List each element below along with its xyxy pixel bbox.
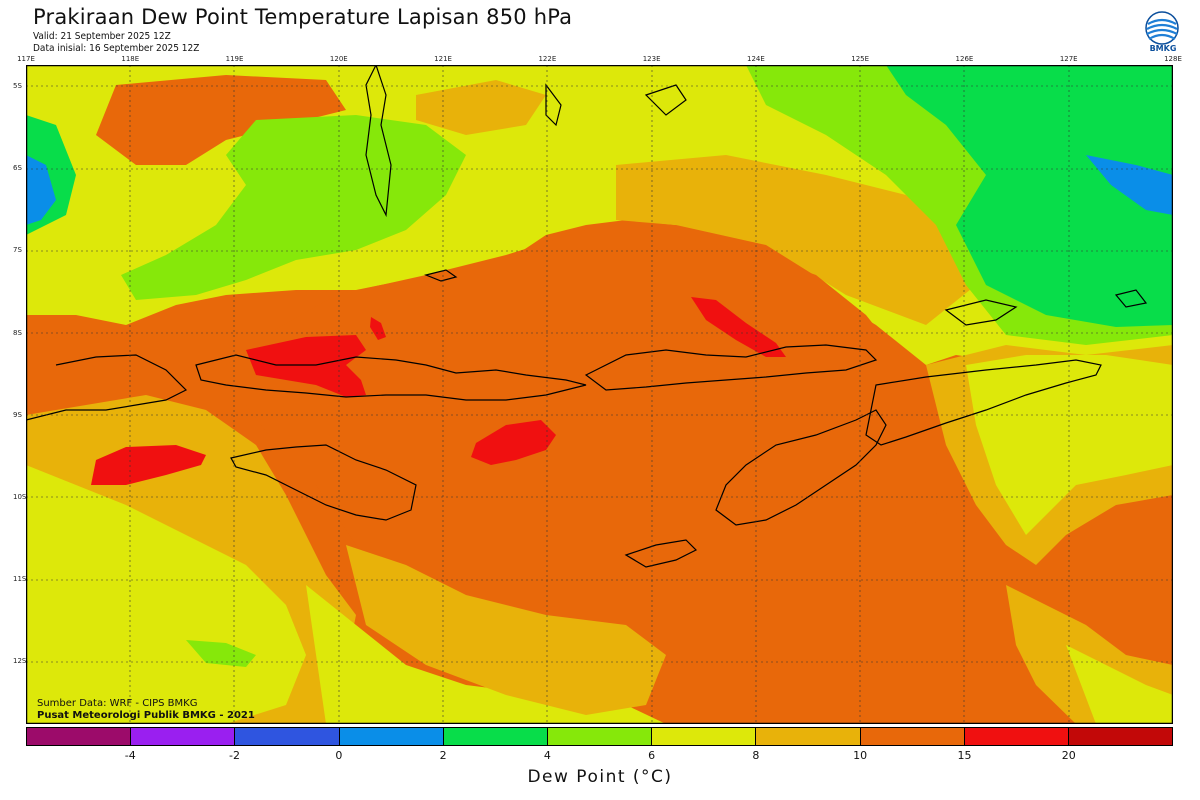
island-timor [715,409,887,526]
island-sulawesi-tip [365,65,392,218]
colorbar-segment [443,728,548,745]
field-blue-east [1086,155,1173,215]
colorbar-segment [652,728,757,745]
lon-label: 119E [225,55,244,63]
lon-label: 121E [434,55,452,63]
logo-text: BMKG [1149,44,1177,53]
field-red-core-4 [471,420,556,465]
field-yellow-southeast [1066,645,1173,724]
island-wetar [944,299,1018,326]
colorbar [26,727,1173,746]
lat-label: 11S [13,575,27,584]
lat-label: 8S [13,328,22,337]
coastlines [26,65,1148,568]
lat-label: 6S [13,164,22,173]
lat-label: 9S [13,410,22,419]
field-green-north-east [886,65,1173,327]
lon-label: 122E [538,55,557,63]
colorbar-segment [1068,728,1173,745]
lon-label: 123E [642,55,661,63]
valid-time: Valid: 21 September 2025 12Z [33,31,171,42]
lon-label: 128E [1164,55,1182,63]
colorbar-tick: 8 [752,749,760,762]
bmkg-logo [1145,11,1179,45]
lon-label: 127E [1059,55,1078,63]
lat-label: 12S [13,657,27,666]
graticule [26,65,1173,724]
field-green-south-patch [186,640,256,667]
island-selayar [545,83,562,127]
lat-label: 7S [13,246,22,255]
island-rote [624,539,698,568]
colorbar-segment [756,728,861,745]
island-buton [644,84,687,116]
colorbar-tick: 2 [439,749,447,762]
colorbar-tick: 10 [853,749,868,762]
dew-point-map [26,65,1173,724]
colorbar-tick: 20 [1061,749,1076,762]
data-source: Sumber Data: WRF - CIPS BMKG [37,698,198,709]
colorbar-title: Dew Point (°C) [527,767,673,787]
field-blue-west [26,155,56,225]
island-sumbawa [195,354,587,401]
field-red-core-2 [370,317,386,340]
field-orange-center-top [616,155,976,325]
map-title: Prakiraan Dew Point Temperature Lapisan … [33,5,573,29]
colorbar-segment [27,728,132,745]
colorbar-tick: 6 [648,749,656,762]
colorbar-segment [860,728,965,745]
colorbar-tick: 15 [957,749,972,762]
lon-label: 117E [17,55,35,63]
colorbar-segment [131,728,236,745]
field-orange-north-mid [416,80,546,135]
field-red-core-5 [691,297,786,357]
colorbar-tick: 4 [543,749,551,762]
field-green-north [121,115,466,300]
field-orange-north-west [96,75,346,165]
lat-label: 5S [13,82,22,90]
field-yellow-south-strip [306,585,666,724]
island-flores [584,344,878,391]
field-red-core-3 [91,445,206,485]
colorbar-segment [235,728,340,745]
field-orange-central [226,230,976,625]
init-time: Data inisial: 16 September 2025 12Z [33,43,200,54]
field-amber-south-strip [346,545,666,715]
credit-org: Pusat Meteorologi Publik BMKG - 2021 [37,710,255,721]
colorbar-tick: -4 [124,749,136,762]
island-timor-east [865,359,1102,446]
lon-label: 118E [121,55,140,63]
lon-label: 120E [329,55,348,63]
colorbar-tick: -2 [229,749,241,762]
lat-label: 10S [13,493,27,501]
island-sumba [230,444,417,521]
colorbar-segment [339,728,444,745]
island-flores-sea-1 [424,269,458,282]
island-lombok [26,354,188,421]
lon-label: 126E [955,55,974,63]
colorbar-segment [964,728,1069,745]
colorbar-tick: 0 [335,749,343,762]
colorbar-segment [547,728,653,745]
field-yellow-east [966,355,1173,535]
field-red-core-1 [246,335,366,397]
island-tanimbar [1114,289,1148,308]
lon-label: 124E [747,55,765,63]
lon-label: 125E [851,55,870,63]
